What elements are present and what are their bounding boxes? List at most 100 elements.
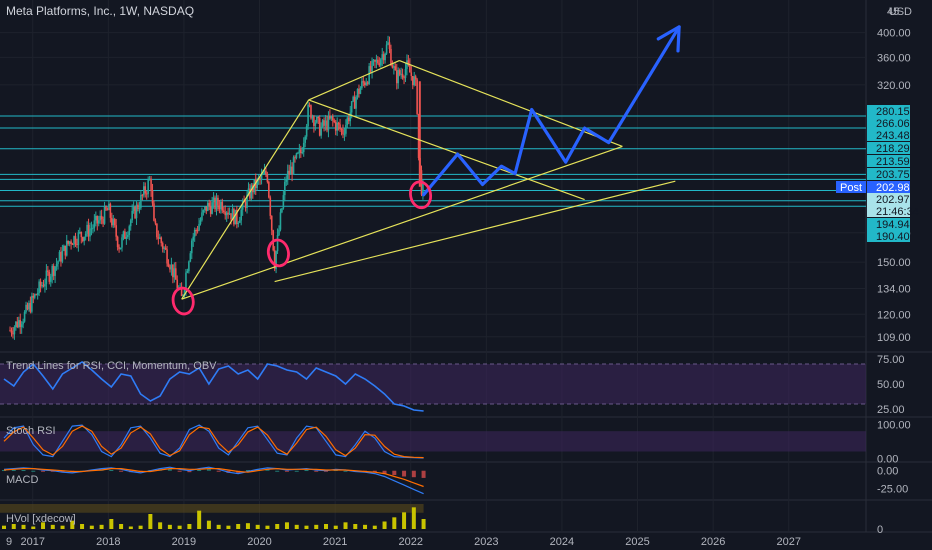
candle-body [378, 63, 381, 66]
candle-body [96, 215, 99, 224]
trendline [274, 180, 676, 283]
candle-body [42, 285, 45, 287]
candle-body [161, 243, 164, 249]
candle-body [185, 272, 187, 290]
candle-body [359, 88, 362, 94]
candle-body [368, 66, 370, 84]
candle-body [247, 188, 250, 195]
x-tick-label: 2025 [625, 536, 649, 548]
candle-body [121, 237, 123, 248]
candle-body [45, 270, 48, 284]
macd-histogram-bar [411, 470, 416, 478]
hvol-bar [31, 526, 36, 529]
x-tick-label: 2022 [398, 536, 422, 548]
candle-body [366, 82, 369, 84]
hvol-bar [343, 522, 348, 529]
candle-body [51, 265, 54, 277]
candle-body [55, 263, 58, 267]
candle-body [295, 153, 298, 158]
candle-body [225, 212, 228, 216]
candle-body [17, 320, 20, 328]
macd-histogram-bar [392, 470, 397, 476]
hvol-bar [206, 520, 211, 529]
hvol-bar [275, 524, 280, 529]
macd-histogram-bar [177, 470, 182, 472]
circled-low-3 [409, 180, 433, 210]
macd-histogram-bar [216, 470, 221, 472]
candle-body [327, 115, 330, 131]
candle-body [369, 66, 372, 72]
candle-body [410, 72, 413, 77]
candle-body [324, 120, 327, 126]
candle-body [361, 81, 363, 89]
hvol-bar [382, 521, 387, 529]
candle-body [89, 228, 91, 237]
price-label: 202.98 [876, 182, 910, 194]
candle-body [135, 204, 138, 219]
candle-body [71, 243, 74, 245]
candle-body [356, 88, 359, 98]
candle-body [401, 73, 404, 78]
candle-body [285, 179, 288, 182]
candle-body [160, 237, 163, 244]
candle-body [300, 149, 302, 154]
price-label: 218.29 [876, 143, 910, 155]
candle-body [413, 76, 416, 86]
candle-body [212, 197, 215, 203]
candle-body [372, 59, 375, 61]
macd-histogram-bar [187, 470, 192, 473]
candle-body [129, 220, 132, 227]
candle-body [228, 213, 231, 215]
circled-low-2 [266, 238, 290, 268]
candle-body [260, 174, 263, 180]
candle-body [148, 178, 151, 181]
candle-body [9, 330, 11, 332]
candle-body [49, 276, 52, 282]
price-label-bg [867, 168, 910, 180]
candle-body [186, 271, 189, 273]
hvol-bar [187, 524, 192, 529]
macd-histogram-bar [265, 469, 270, 471]
hvol-bar [333, 525, 338, 529]
candle-body [393, 66, 395, 68]
price-label: 243.48 [876, 130, 910, 142]
candle-body [70, 241, 72, 244]
trendline [308, 99, 585, 201]
candle-body [397, 70, 400, 84]
candle-body [116, 236, 119, 248]
candle-body [265, 170, 267, 175]
candle-body [145, 193, 148, 195]
hvol-bar [119, 524, 124, 529]
candle-body [214, 197, 216, 210]
price-label-bg [867, 129, 910, 141]
macd-histogram-bar [284, 470, 289, 472]
candle-body [35, 294, 38, 296]
hvol-bar [363, 524, 368, 529]
candle-body [102, 219, 104, 224]
hvol-bar [167, 524, 172, 529]
candle-body [355, 97, 357, 109]
price-label-bg [867, 193, 910, 205]
macd-signal-line [3, 467, 424, 488]
candle-body [234, 209, 237, 225]
candle-body [106, 209, 109, 211]
candle-body [278, 229, 280, 235]
candle-body [286, 170, 289, 180]
candle-body [193, 230, 196, 237]
candle-body [12, 333, 14, 335]
candle-body [199, 220, 202, 224]
price-label: 190.40 [876, 231, 910, 243]
candle-body [246, 194, 248, 209]
candle-body [180, 287, 183, 297]
price-label: 21:46:34 [876, 206, 919, 218]
candle-body [252, 185, 254, 193]
hvol-bar [11, 524, 16, 529]
candle-body [60, 251, 62, 262]
candle-body [22, 321, 24, 325]
candle-body [73, 236, 75, 245]
x-tick-label: 2021 [323, 536, 347, 548]
candle-body [417, 113, 420, 158]
candle-body [132, 206, 135, 211]
candle-body [307, 104, 309, 127]
candle-body [166, 249, 168, 264]
